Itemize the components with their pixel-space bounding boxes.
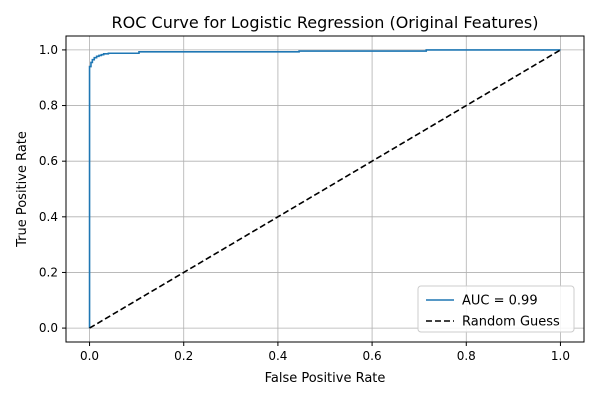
legend-box	[417, 285, 575, 333]
y-tick-label-5: 1.0	[39, 43, 58, 57]
ticks-layer: 0.0 0.2 0.4 0.6 0.8 1.0 0.0 0.2 0.4 0.6 0.8 1.0	[39, 43, 570, 363]
x-tick-label-2: 0.4	[268, 349, 287, 363]
y-tick-label-4: 0.8	[39, 99, 58, 113]
y-tick-label-2: 0.4	[39, 210, 58, 224]
chart-title: ROC Curve for Logistic Regression (Origi…	[112, 13, 539, 32]
y-tick-label-0: 0.0	[39, 321, 58, 335]
series-layer	[88, 49, 561, 329]
x-tick-label-5: 1.0	[551, 349, 570, 363]
grid-layer	[66, 36, 584, 342]
x-tick-label-3: 0.6	[363, 349, 382, 363]
x-tick-label-0: 0.0	[80, 349, 99, 363]
legend-label-0: AUC = 0.99	[462, 294, 538, 309]
legend: AUC = 0.99 Random Guess	[417, 285, 575, 333]
y-tick-label-1: 0.2	[39, 265, 58, 279]
legend-label-1: Random Guess	[462, 315, 560, 330]
series-line-0	[88, 49, 561, 329]
x-axis-label: False Positive Rate	[265, 371, 386, 386]
plot-frame	[65, 35, 585, 343]
x-tick-label-1: 0.2	[174, 349, 193, 363]
y-axis-label: True Positive Rate	[15, 131, 30, 248]
y-tick-label-3: 0.6	[39, 154, 58, 168]
series-line-1	[89, 49, 561, 329]
x-tick-label-4: 0.8	[457, 349, 476, 363]
